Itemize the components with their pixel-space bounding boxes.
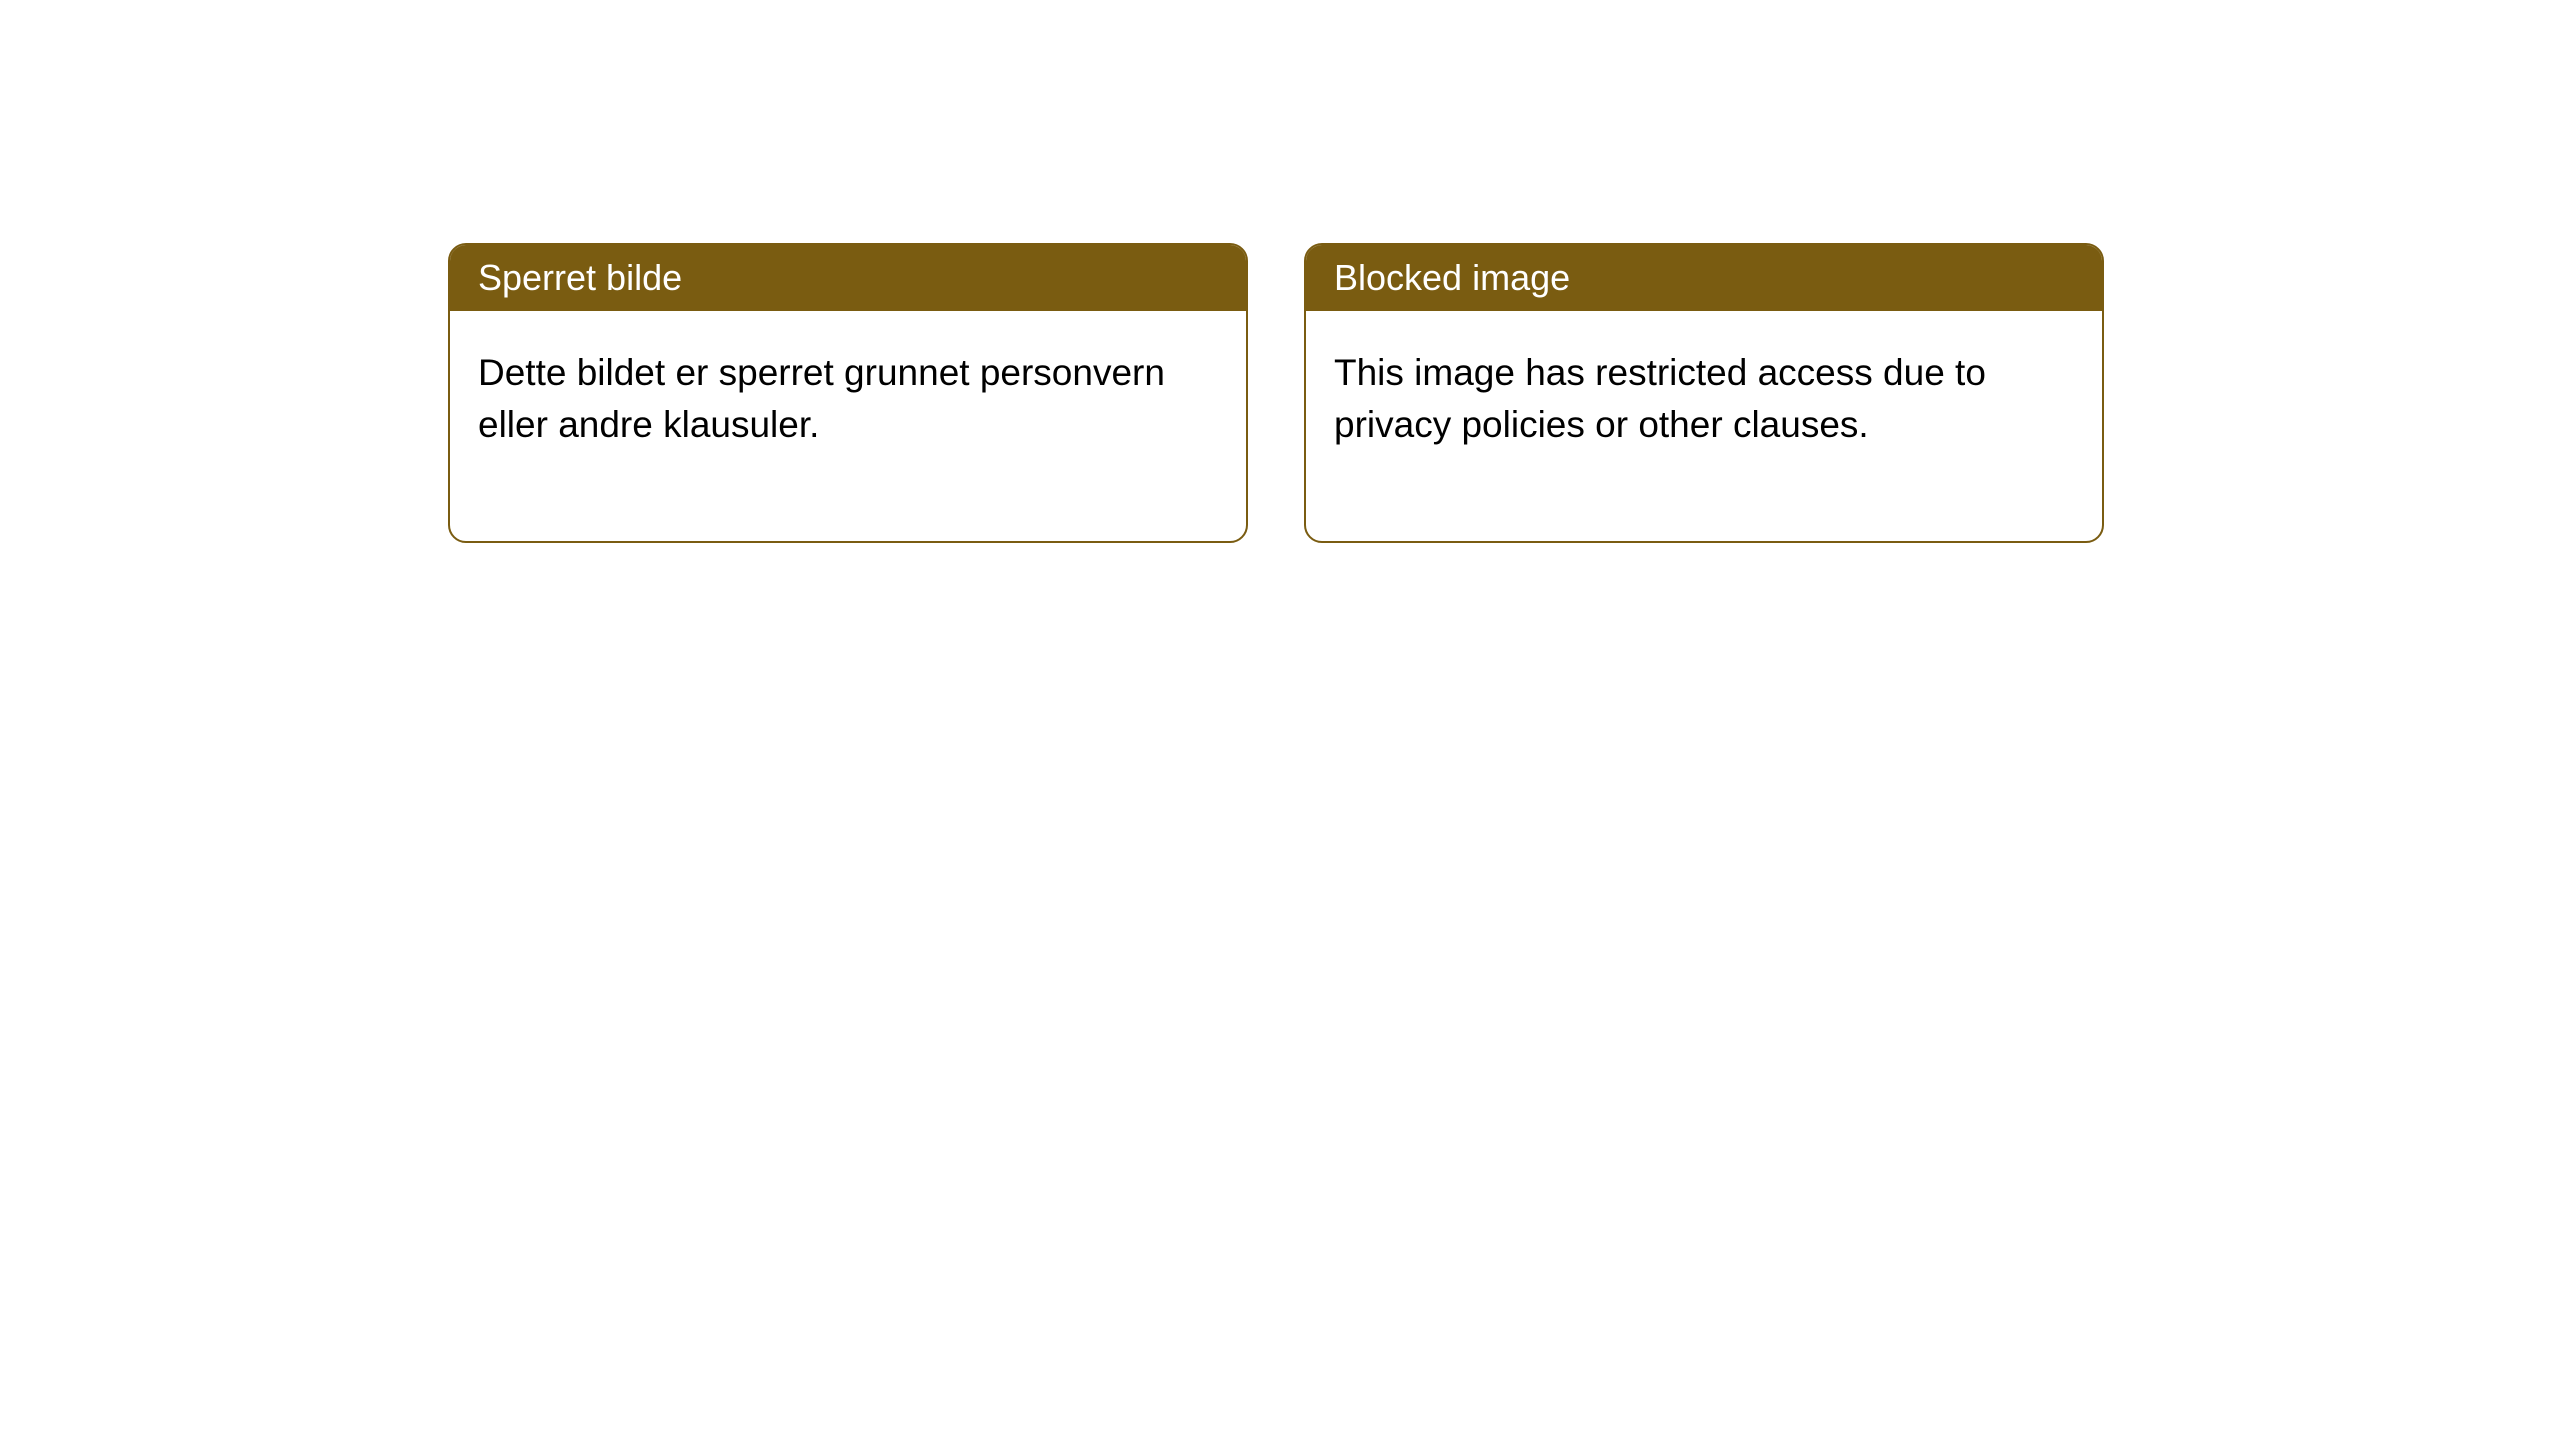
notice-card-english: Blocked image This image has restricted …	[1304, 243, 2104, 543]
card-header-english: Blocked image	[1306, 245, 2102, 311]
card-message: This image has restricted access due to …	[1334, 352, 1986, 445]
card-title: Blocked image	[1334, 257, 1570, 298]
card-body-norwegian: Dette bildet er sperret grunnet personve…	[450, 311, 1246, 541]
card-body-english: This image has restricted access due to …	[1306, 311, 2102, 541]
card-message: Dette bildet er sperret grunnet personve…	[478, 352, 1165, 445]
card-title: Sperret bilde	[478, 257, 682, 298]
card-header-norwegian: Sperret bilde	[450, 245, 1246, 311]
notice-card-norwegian: Sperret bilde Dette bildet er sperret gr…	[448, 243, 1248, 543]
notice-container: Sperret bilde Dette bildet er sperret gr…	[0, 0, 2560, 543]
